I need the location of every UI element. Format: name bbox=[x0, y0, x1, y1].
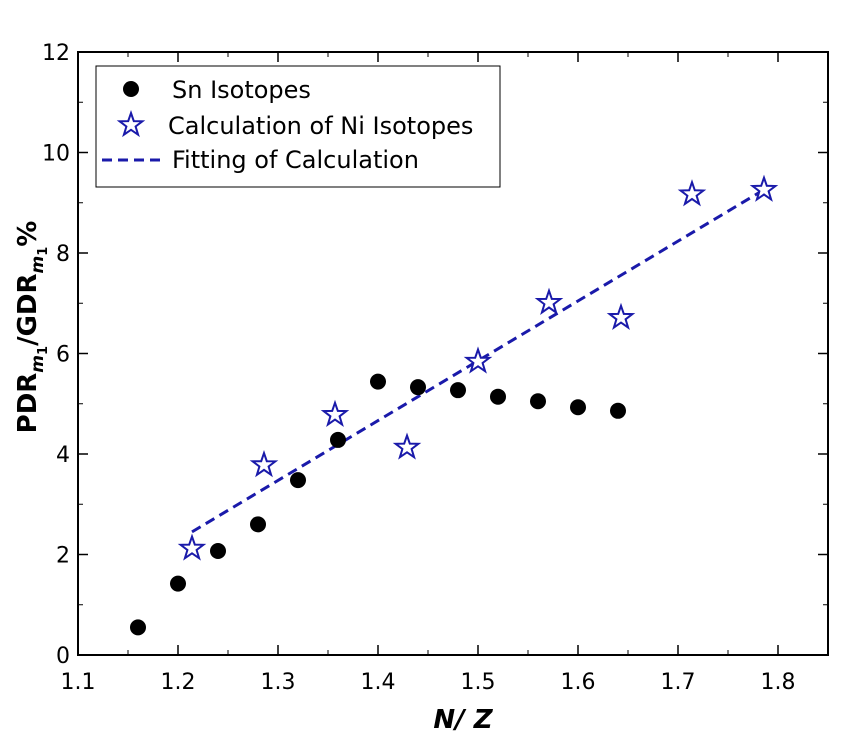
legend: Sn Isotopes Calculation of Ni Isotopes F… bbox=[95, 65, 501, 188]
sn-point bbox=[170, 575, 186, 592]
ni-point bbox=[534, 287, 564, 315]
legend-marker-sn bbox=[123, 81, 139, 97]
y-tick-label: 0 bbox=[56, 644, 70, 669]
sn-point bbox=[210, 542, 226, 559]
y-label-sub-m: m bbox=[28, 355, 48, 373]
legend-marker-ni bbox=[116, 109, 146, 138]
y-tick-label: 2 bbox=[56, 544, 70, 569]
sn-point bbox=[370, 373, 386, 390]
legend-label-fit: Fitting of Calculation bbox=[172, 146, 419, 174]
x-tick-label: 1.5 bbox=[461, 670, 496, 695]
y-tick-label: 10 bbox=[42, 142, 70, 167]
sn-point bbox=[330, 431, 346, 448]
legend-label-sn: Sn Isotopes bbox=[172, 76, 311, 104]
y-label-part-1: PDR bbox=[13, 373, 43, 434]
sn-point bbox=[530, 393, 546, 410]
plot-frame bbox=[77, 51, 829, 656]
sn-point bbox=[610, 402, 626, 419]
y-label-sub-1b: 1 bbox=[36, 247, 51, 256]
y-tick-labels: 0 2 4 6 8 10 12 bbox=[42, 41, 70, 669]
ni-point bbox=[749, 174, 779, 202]
sn-point bbox=[490, 388, 506, 405]
y-label-sub-m2: m bbox=[28, 256, 48, 274]
sn-point bbox=[410, 379, 426, 396]
ni-point bbox=[392, 432, 422, 460]
y-tick-label: 8 bbox=[56, 242, 70, 267]
y-label-percent: % bbox=[13, 221, 43, 247]
x-tick-labels: 1.1 1.2 1.3 1.4 1.5 1.6 1.7 1.8 bbox=[61, 670, 796, 695]
sn-point bbox=[570, 399, 586, 416]
sn-point bbox=[450, 382, 466, 399]
x-tick-label: 1.6 bbox=[561, 670, 596, 695]
x-tick-label: 1.3 bbox=[261, 670, 296, 695]
sn-points-group bbox=[130, 373, 626, 636]
sn-point bbox=[130, 619, 146, 636]
ni-point bbox=[249, 450, 279, 478]
x-tick-label: 1.4 bbox=[361, 670, 396, 695]
y-tick-label: 4 bbox=[56, 443, 70, 468]
ni-point bbox=[606, 302, 636, 330]
ni-point bbox=[677, 179, 707, 207]
x-tick-label: 1.8 bbox=[761, 670, 796, 695]
ni-point bbox=[463, 346, 493, 374]
sn-point bbox=[290, 472, 306, 489]
x-tick-label: 1.1 bbox=[61, 670, 96, 695]
ni-point bbox=[177, 533, 207, 561]
ni-points-group bbox=[177, 174, 779, 561]
legend-label-ni: Calculation of Ni Isotopes bbox=[168, 112, 473, 140]
y-tick-label: 12 bbox=[42, 41, 70, 66]
y-label-part-2: /GDR bbox=[13, 273, 43, 345]
x-axis-label: N/ Z bbox=[433, 705, 493, 735]
ni-point bbox=[320, 399, 350, 427]
sn-point bbox=[250, 516, 266, 533]
x-tick-label: 1.2 bbox=[161, 670, 196, 695]
y-axis-label: PDRm1/GDRm1% bbox=[13, 221, 51, 434]
y-tick-label: 6 bbox=[56, 343, 70, 368]
y-label-sub-1: 1 bbox=[36, 346, 51, 355]
x-tick-label: 1.7 bbox=[661, 670, 696, 695]
